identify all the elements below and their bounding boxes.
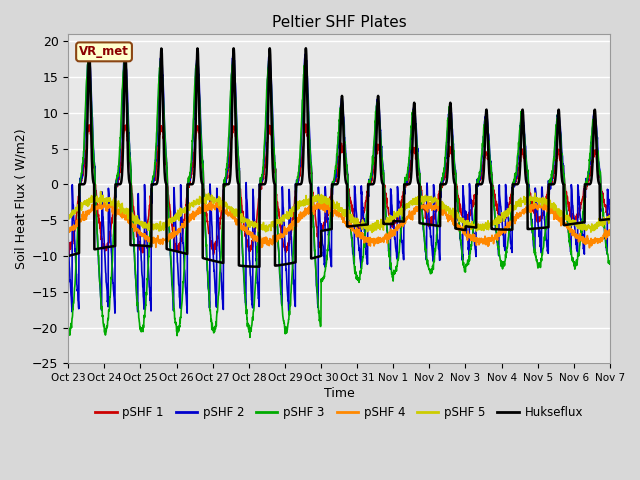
pSHF 3 bbox=[65, 324, 72, 330]
pSHF 5 bbox=[573, 221, 581, 227]
Hukseflux bbox=[573, 220, 581, 226]
Line: pSHF 3: pSHF 3 bbox=[68, 57, 610, 337]
pSHF 4 bbox=[355, 230, 363, 236]
Text: VR_met: VR_met bbox=[79, 45, 129, 59]
pSHF 5 bbox=[559, 211, 566, 217]
pSHF 4 bbox=[573, 231, 581, 237]
pSHF 3 bbox=[216, 276, 223, 282]
pSHF 4 bbox=[559, 220, 566, 226]
Line: pSHF 1: pSHF 1 bbox=[68, 124, 610, 254]
pSHF 1 bbox=[367, 178, 374, 183]
Hukseflux bbox=[367, 181, 374, 187]
pSHF 5 bbox=[355, 220, 363, 226]
pSHF 4 bbox=[586, 245, 593, 251]
pSHF 5 bbox=[216, 198, 223, 204]
pSHF 3 bbox=[573, 256, 581, 262]
Hukseflux bbox=[355, 222, 363, 228]
pSHF 1 bbox=[355, 225, 363, 231]
pSHF 3 bbox=[193, 54, 201, 60]
pSHF 3 bbox=[559, 165, 566, 170]
pSHF 4 bbox=[497, 228, 504, 233]
Title: Peltier SHF Plates: Peltier SHF Plates bbox=[272, 15, 406, 30]
pSHF 1 bbox=[216, 226, 223, 232]
pSHF 5 bbox=[606, 215, 614, 221]
pSHF 1 bbox=[210, 252, 218, 257]
Hukseflux bbox=[65, 253, 72, 259]
pSHF 4 bbox=[367, 236, 374, 241]
pSHF 2 bbox=[367, 177, 374, 182]
pSHF 3 bbox=[497, 258, 504, 264]
pSHF 2 bbox=[183, 310, 191, 316]
pSHF 4 bbox=[216, 204, 223, 209]
pSHF 3 bbox=[246, 335, 253, 340]
Y-axis label: Soil Heat Flux ( W/m2): Soil Heat Flux ( W/m2) bbox=[15, 128, 28, 269]
pSHF 3 bbox=[355, 279, 363, 285]
pSHF 4 bbox=[96, 198, 104, 204]
pSHF 3 bbox=[606, 259, 614, 264]
pSHF 1 bbox=[573, 214, 581, 219]
Hukseflux bbox=[254, 264, 262, 270]
Hukseflux bbox=[497, 227, 504, 232]
pSHF 3 bbox=[367, 175, 374, 180]
pSHF 5 bbox=[367, 226, 374, 231]
pSHF 1 bbox=[606, 217, 614, 223]
pSHF 1 bbox=[497, 216, 504, 222]
pSHF 2 bbox=[216, 249, 223, 254]
Line: pSHF 2: pSHF 2 bbox=[68, 51, 610, 313]
Hukseflux bbox=[302, 46, 310, 51]
Hukseflux bbox=[606, 216, 614, 222]
Line: pSHF 5: pSHF 5 bbox=[68, 192, 610, 232]
pSHF 2 bbox=[573, 249, 581, 255]
Legend: pSHF 1, pSHF 2, pSHF 3, pSHF 4, pSHF 5, Hukseflux: pSHF 1, pSHF 2, pSHF 3, pSHF 4, pSHF 5, … bbox=[90, 401, 588, 423]
Hukseflux bbox=[559, 180, 566, 185]
pSHF 2 bbox=[355, 248, 363, 253]
pSHF 5 bbox=[65, 216, 72, 221]
pSHF 2 bbox=[230, 48, 237, 54]
pSHF 5 bbox=[497, 216, 504, 222]
pSHF 1 bbox=[302, 121, 310, 127]
Line: pSHF 4: pSHF 4 bbox=[68, 201, 610, 248]
pSHF 1 bbox=[65, 246, 72, 252]
pSHF 5 bbox=[368, 229, 376, 235]
X-axis label: Time: Time bbox=[324, 387, 355, 400]
pSHF 4 bbox=[606, 231, 614, 237]
pSHF 2 bbox=[606, 217, 614, 223]
pSHF 1 bbox=[559, 166, 566, 172]
pSHF 5 bbox=[97, 189, 104, 194]
pSHF 2 bbox=[497, 204, 504, 209]
pSHF 2 bbox=[559, 154, 566, 160]
pSHF 2 bbox=[65, 238, 72, 243]
pSHF 4 bbox=[65, 228, 72, 234]
Line: Hukseflux: Hukseflux bbox=[68, 48, 610, 267]
Hukseflux bbox=[216, 259, 223, 265]
